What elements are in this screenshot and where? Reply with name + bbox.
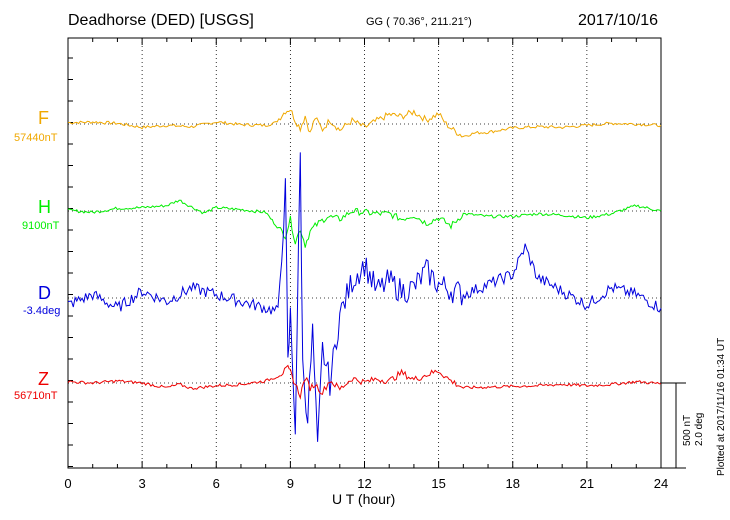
series-label-z: Z	[38, 369, 49, 389]
x-tick-label: 18	[505, 476, 520, 491]
series-label-d: D	[38, 283, 51, 303]
x-tick-label: 9	[286, 476, 294, 491]
x-tick-label: 12	[357, 476, 372, 491]
x-tick-label: 0	[64, 476, 72, 491]
station-coordinates: GG ( 70.36°, 211.21°)	[366, 16, 472, 28]
series-line-d	[67, 152, 662, 442]
series-line-f	[67, 109, 662, 138]
scale-label-deg: 2.0 deg	[694, 412, 705, 446]
x-tick-label: 6	[212, 476, 220, 491]
station-title: Deadhorse (DED) [USGS]	[68, 12, 254, 29]
series-baseline-d: -3.4deg	[23, 305, 61, 317]
scale-label-nt: 500 nT	[682, 414, 693, 446]
x-tick-label: 24	[653, 476, 669, 491]
series-baseline-z: 56710nT	[14, 390, 58, 402]
series-line-h	[67, 199, 662, 248]
series-label-h: H	[38, 197, 51, 217]
plot-date: 2017/10/16	[578, 12, 659, 29]
series-baseline-f: 57440nT	[14, 132, 58, 144]
x-axis-label: U T (hour)	[332, 491, 396, 507]
series-baseline-h: 9100nT	[22, 220, 60, 232]
series-label-f: F	[38, 108, 49, 128]
x-tick-label: 3	[138, 476, 146, 491]
x-tick-label: 21	[579, 476, 595, 491]
series-line-z	[67, 364, 662, 400]
x-tick-label: 15	[431, 476, 446, 491]
plotted-timestamp: Plotted at 2017/11/16 01:34 UT	[716, 337, 727, 476]
